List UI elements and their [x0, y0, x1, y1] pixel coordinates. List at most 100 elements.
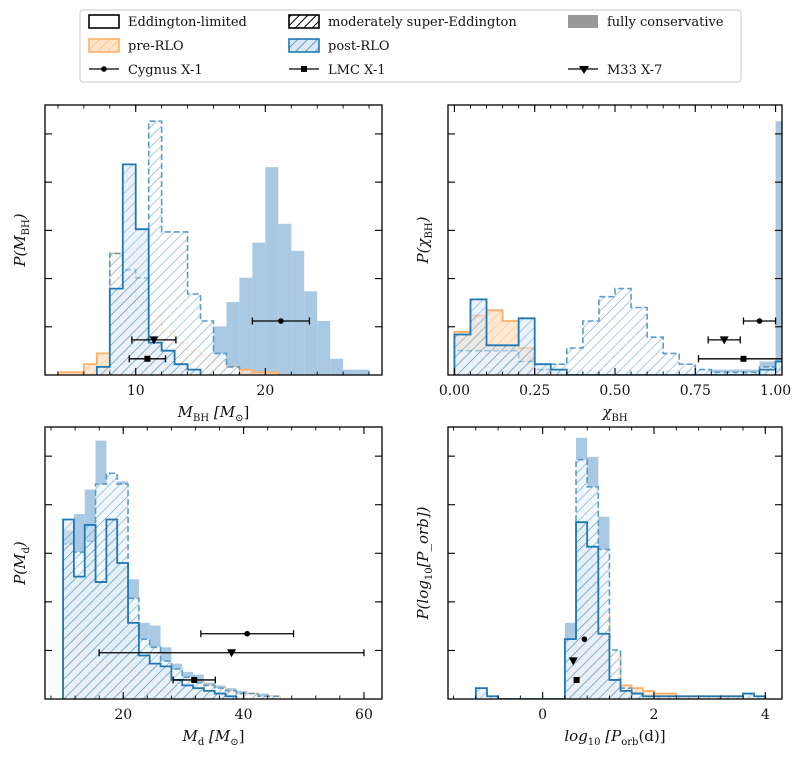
y-ticks-md: [45, 455, 382, 651]
y-axis-label-mbh: P(MBH): [11, 213, 32, 267]
super-eddington-post-rlo-bar: [647, 337, 664, 375]
super-eddington-post-rlo-bar: [226, 366, 240, 375]
eddington-post-rlo-bar: [743, 693, 755, 699]
eddington-post-rlo-series: [62, 518, 238, 699]
eddington-post-rlo-bar: [138, 655, 150, 699]
eddington-post-rlo-bar: [609, 679, 621, 699]
x-axis-label-mbh: MBH [M⊙]: [177, 403, 250, 424]
eddington-post-rlo-bar: [754, 696, 766, 699]
pre-rlo-bar: [252, 372, 266, 375]
super-eddington-post-rlo-bar: [258, 696, 269, 699]
eddington-post-rlo-bar: [174, 364, 188, 375]
x-tick-label: 0: [538, 707, 547, 723]
eddington-post-rlo-series: [474, 521, 767, 699]
eddington-post-rlo-bar: [96, 366, 110, 375]
fully-conservative-post-rlo-bar: [356, 369, 370, 375]
x-tick-label: 1.00: [760, 383, 791, 399]
super-eddington-post-rlo-bar: [609, 650, 621, 699]
pre-rlo-bar: [642, 690, 654, 699]
eddington-post-rlo-bar: [534, 364, 551, 375]
super-eddington-post-rlo-bar: [582, 321, 599, 375]
super-eddington-post-rlo-bar: [200, 321, 214, 375]
legend-swatch-fully-conservative: [568, 15, 598, 28]
obs-point-lmc-x-1: [172, 676, 216, 684]
plot-area-md: [62, 440, 365, 699]
x-tick-label: 0.00: [439, 383, 470, 399]
super-eddington-post-rlo-bar: [695, 369, 712, 375]
fully-conservative-post-rlo-bar: [291, 250, 305, 375]
x-axis-label-porb: log10 [Porb(d)]: [564, 727, 665, 748]
eddington-post-rlo-bar: [182, 685, 194, 699]
y-ticks-mbh: [45, 133, 382, 328]
eddington-post-rlo-bar: [698, 696, 710, 699]
eddington-post-rlo-bar: [135, 229, 149, 375]
x-ticks-porb: 0 2 4: [453, 427, 770, 723]
x-axis-label-md: Md [M⊙]: [182, 727, 245, 748]
eddington-post-rlo-bar: [470, 299, 487, 375]
y-ticks-chi: [448, 133, 782, 328]
legend-swatch-post-rlo: [288, 38, 320, 53]
eddington-post-rlo-bar: [620, 690, 632, 699]
legend-marker-m33: [579, 66, 589, 74]
eddington-post-rlo-outline: [453, 298, 782, 375]
obs-point-lmc-x-1: [128, 355, 167, 363]
super-eddington-post-rlo-bar: [631, 307, 648, 375]
eddington-post-rlo-bar: [486, 696, 499, 699]
pre-rlo-bar: [70, 372, 84, 375]
legend-marker-cygnus: [101, 66, 107, 72]
plot-area-chi: [453, 121, 782, 375]
eddington-post-rlo-outline: [474, 521, 767, 699]
pre-rlo-bar: [239, 369, 253, 375]
obs-point-cygnus-x-1: [742, 317, 777, 325]
eddington-post-rlo-bar: [759, 369, 776, 375]
eddington-post-rlo-bar: [518, 318, 535, 375]
eddington-post-rlo-bar: [653, 696, 666, 699]
eddington-post-rlo-bar: [720, 696, 732, 699]
super-eddington-post-rlo-bar: [247, 693, 259, 699]
fully-conservative-post-rlo-bar: [265, 167, 279, 375]
axes-frame-porb: [447, 426, 783, 700]
eddington-post-rlo-bar: [631, 693, 643, 699]
eddington-post-rlo-bar: [214, 693, 226, 699]
eddington-post-rlo-bar: [193, 688, 204, 699]
super-eddington-post-rlo-bar: [711, 372, 728, 375]
panel-md: 20 40 60 Md [M⊙] P(Md): [11, 426, 383, 748]
panel-mbh: 10 20 MBH [M⊙] P(MBH): [11, 104, 383, 424]
fully-conservative-post-rlo-bar: [304, 291, 318, 375]
legend-label-post-rlo: post-RLO: [328, 39, 390, 54]
eddington-post-rlo-bar: [106, 519, 118, 699]
legend-marker-lmc: [301, 66, 307, 72]
legend-swatch-eddington: [88, 14, 120, 29]
super-eddington-post-rlo-bar: [663, 353, 680, 375]
eddington-post-rlo-bar: [642, 696, 654, 699]
eddington-post-rlo-bar: [587, 546, 599, 699]
fully-conservative-post-rlo-bar: [330, 358, 344, 375]
legend-swatch-super-eddington: [288, 14, 320, 29]
super-eddington-post-rlo-bar: [148, 121, 162, 375]
legend: Eddington-limited moderately super-Eddin…: [79, 9, 742, 83]
eddington-post-rlo-bar: [128, 622, 139, 699]
eddington-post-rlo-bar: [564, 639, 577, 699]
super-eddington-post-rlo-bar: [225, 690, 237, 699]
eddington-post-rlo-bar: [475, 688, 487, 699]
eddington-post-rlo-bar: [676, 696, 688, 699]
eddington-post-rlo-bar: [502, 345, 519, 375]
x-ticks-md: 20 40 60: [50, 427, 373, 723]
x-axis-label-chi: χBH: [601, 403, 627, 424]
eddington-post-rlo-bar: [665, 696, 677, 699]
x-tick-label: 10: [127, 383, 145, 399]
eddington-post-rlo-bar: [122, 164, 136, 375]
x-tick-label: 20: [256, 383, 274, 399]
eddington-post-rlo-bar: [687, 696, 699, 699]
y-axis-label-chi: P(χBH): [414, 216, 435, 264]
obs-point-m33-x-7: [131, 336, 177, 345]
x-tick-label: 0.75: [680, 383, 711, 399]
eddington-post-rlo-bar: [73, 576, 85, 699]
super-eddington-post-rlo-outline: [62, 472, 281, 699]
eddington-post-rlo-outline: [62, 518, 238, 699]
legend-label-cygnus: Cygnus X-1: [128, 63, 203, 78]
super-eddington-post-rlo-bar: [566, 348, 583, 375]
eddington-post-rlo-bar: [731, 696, 744, 699]
obs-point-cygnus-x-1: [251, 317, 311, 325]
